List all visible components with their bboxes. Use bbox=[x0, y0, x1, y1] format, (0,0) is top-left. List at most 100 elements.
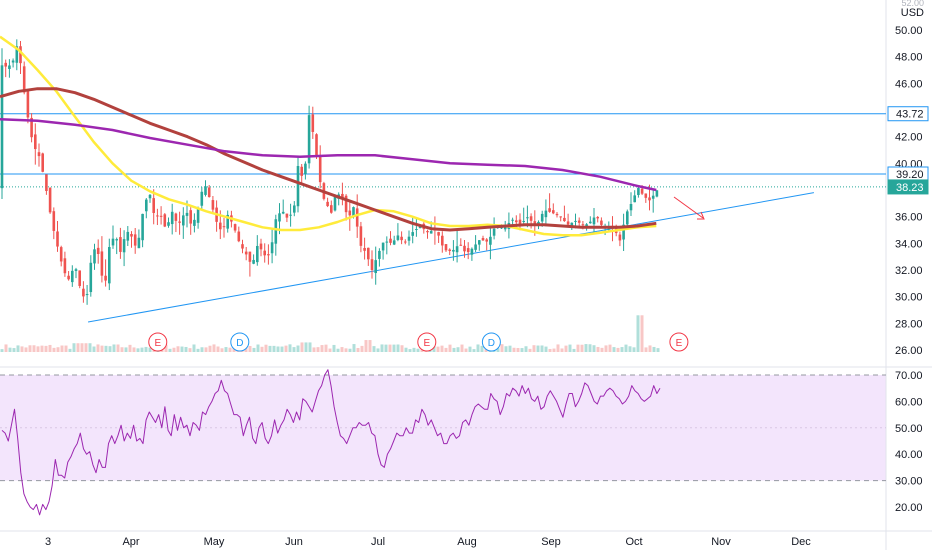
candle-body bbox=[108, 247, 111, 284]
candle-body bbox=[152, 198, 155, 213]
volume-bar bbox=[496, 348, 500, 352]
support-trendline[interactable] bbox=[87, 192, 814, 323]
earnings-event-marker[interactable] bbox=[148, 332, 168, 352]
candle-body bbox=[207, 187, 211, 198]
candle-body bbox=[318, 155, 322, 183]
candle-body bbox=[407, 236, 411, 241]
candle-body bbox=[574, 220, 577, 222]
volume-bar bbox=[308, 342, 312, 352]
price-tick-label: 28.00 bbox=[895, 318, 923, 330]
time-tick-label: 3 bbox=[45, 536, 51, 548]
candle-body bbox=[637, 187, 640, 196]
price-tick-label: 36.00 bbox=[895, 212, 923, 224]
time-tick-label: Jul bbox=[371, 536, 385, 548]
candle-body bbox=[89, 262, 93, 293]
candle-body bbox=[244, 251, 248, 255]
candle-body bbox=[281, 211, 285, 214]
candle-body bbox=[163, 214, 167, 227]
volume-bar bbox=[100, 345, 104, 352]
candle-body bbox=[211, 200, 215, 210]
candle-body bbox=[381, 242, 385, 251]
volume-bar bbox=[532, 345, 536, 352]
volume-bar bbox=[164, 344, 168, 352]
candle-body bbox=[11, 60, 15, 63]
volume-bar bbox=[604, 345, 608, 352]
volume-bar bbox=[176, 346, 180, 352]
dividend-event-label: D bbox=[236, 338, 243, 349]
candle-body bbox=[22, 66, 26, 93]
candle-body bbox=[570, 222, 574, 228]
candle-body bbox=[78, 270, 81, 286]
candle-body bbox=[474, 244, 477, 250]
volume-bar bbox=[104, 345, 108, 352]
volume-bar bbox=[592, 345, 596, 352]
volume-bar bbox=[196, 348, 200, 352]
volume-bar bbox=[88, 343, 92, 352]
earnings-event-marker[interactable] bbox=[417, 332, 437, 352]
volume-bar bbox=[504, 346, 508, 352]
dividend-event-marker[interactable] bbox=[481, 332, 501, 352]
candle-body bbox=[233, 224, 237, 231]
candle-body bbox=[270, 242, 274, 254]
candle-body bbox=[500, 227, 503, 229]
candle-body bbox=[385, 241, 389, 243]
candle-body bbox=[26, 91, 30, 118]
candle-body bbox=[485, 239, 488, 242]
volume-bar bbox=[332, 344, 336, 352]
volume-bar bbox=[216, 346, 220, 352]
candle-body bbox=[526, 217, 529, 219]
earnings-event-marker[interactable] bbox=[669, 332, 689, 352]
candle-body bbox=[48, 188, 52, 213]
candle-body bbox=[59, 247, 63, 262]
volume-bar bbox=[128, 344, 132, 352]
volume-bar bbox=[20, 346, 24, 352]
rsi-tick-label: 30.00 bbox=[895, 476, 923, 488]
candle-body bbox=[137, 237, 141, 249]
volume-bar bbox=[652, 346, 656, 352]
volume-bar bbox=[412, 347, 416, 352]
earnings-event-label: E bbox=[423, 338, 430, 349]
time-tick-label: Aug bbox=[457, 536, 477, 548]
candle-body bbox=[307, 115, 311, 164]
candle-body bbox=[330, 205, 333, 213]
candle-body bbox=[45, 174, 48, 191]
earnings-event-label: E bbox=[676, 338, 683, 349]
candle-body bbox=[522, 220, 525, 222]
volume-bar bbox=[92, 346, 96, 352]
candle-body bbox=[441, 235, 444, 246]
candle-body bbox=[552, 210, 555, 214]
volume-bar bbox=[512, 347, 516, 352]
dividend-event-marker[interactable] bbox=[230, 332, 250, 352]
candle-body bbox=[544, 210, 548, 218]
candle-body bbox=[481, 238, 485, 241]
volume-bar bbox=[624, 344, 628, 352]
candle-body bbox=[651, 195, 655, 199]
price-top-label: 52.00 bbox=[901, 0, 924, 8]
candle-body bbox=[352, 207, 355, 217]
candle-body bbox=[226, 214, 229, 229]
volume-bar bbox=[480, 345, 484, 352]
projection-arrow-line[interactable] bbox=[673, 196, 704, 219]
candle-body bbox=[63, 258, 67, 274]
candle-body bbox=[67, 275, 70, 280]
candle-body bbox=[178, 221, 181, 223]
candle-body bbox=[633, 195, 636, 203]
volume-bar bbox=[576, 344, 580, 352]
volume-bar bbox=[476, 344, 480, 352]
candle-body bbox=[52, 211, 56, 231]
volume-bar bbox=[356, 348, 360, 352]
candle-body bbox=[629, 204, 633, 211]
volume-bar bbox=[536, 345, 540, 352]
time-tick-label: Sep bbox=[541, 536, 561, 548]
candle-body bbox=[56, 231, 59, 247]
candle-body bbox=[256, 245, 259, 263]
volume-bar bbox=[588, 344, 592, 352]
volume-bar bbox=[36, 346, 40, 352]
volume-bar bbox=[172, 347, 176, 352]
candle-body bbox=[41, 153, 44, 172]
earnings-event-label: E bbox=[154, 338, 161, 349]
volume-bar bbox=[80, 343, 84, 352]
volume-bar bbox=[296, 345, 300, 352]
